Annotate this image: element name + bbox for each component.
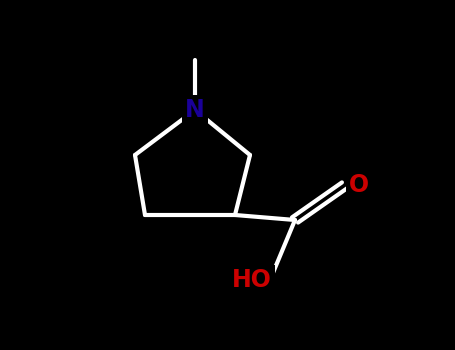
Text: O: O — [349, 173, 369, 197]
Text: HO: HO — [232, 268, 272, 292]
Text: N: N — [185, 98, 205, 122]
